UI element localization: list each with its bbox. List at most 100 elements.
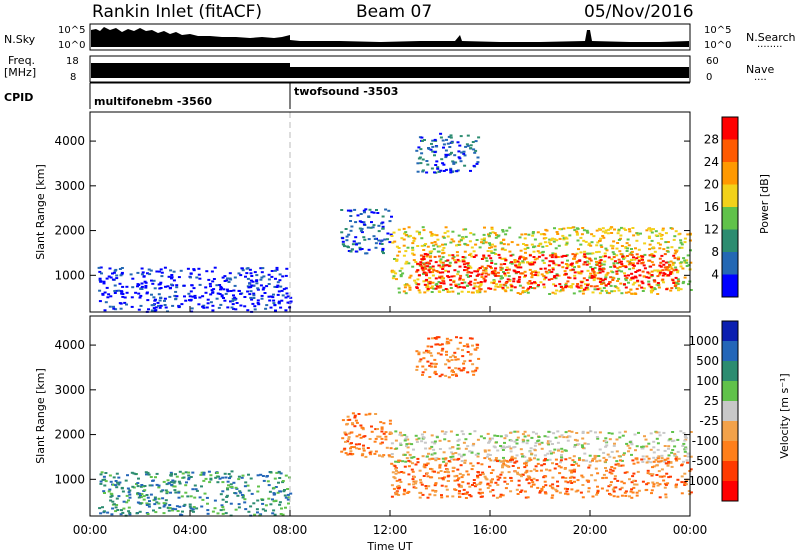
velocity-data-cell [131, 485, 135, 488]
power-data-cell [166, 310, 169, 313]
power-data-cell [416, 278, 420, 281]
power-data-cell [244, 275, 247, 278]
velocity-data-cell [494, 457, 498, 459]
power-data-cell [511, 253, 515, 256]
power-data-cell [589, 252, 593, 255]
velocity-data-cell [593, 457, 597, 460]
velocity-data-cell [498, 495, 502, 498]
power-data-cell [544, 257, 548, 260]
velocity-data-cell [209, 478, 213, 481]
velocity-data-cell [378, 435, 382, 438]
power-data-cell [466, 267, 470, 270]
velocity-data-cell [502, 459, 506, 462]
power-data-cell [570, 265, 574, 268]
cpid-panel: CPID multifonebm -3560 twofsound -3503 [4, 82, 690, 109]
velocity-data-cell [521, 473, 525, 476]
velocity-data-cell [236, 494, 240, 497]
velocity-data-cell [527, 434, 531, 437]
power-data-cell [413, 279, 417, 282]
power-data-cell [517, 278, 521, 281]
velocity-data-cell [581, 476, 585, 479]
power-data-cell [475, 274, 479, 277]
velocity-data-cell [662, 475, 666, 478]
power-data-cell [447, 265, 451, 268]
power-data-cell [444, 269, 448, 272]
power-data-cell [284, 274, 288, 277]
power-data-cell [531, 234, 535, 237]
velocity-data-cell [615, 450, 619, 453]
velocity-data-cell [492, 494, 496, 497]
power-data-cell [458, 286, 462, 288]
power-data-cell [449, 241, 453, 244]
power-data-cell [455, 170, 459, 173]
velocity-data-cell [174, 473, 177, 476]
power-data-cell [569, 227, 573, 229]
velocity-data-cell [533, 449, 537, 452]
velocity-data-cell [397, 484, 401, 487]
power-data-cell [580, 233, 584, 236]
velocity-data-cell [478, 473, 482, 476]
velocity-data-cell [671, 449, 675, 451]
velocity-data-cell [171, 507, 175, 510]
power-data-cell [220, 294, 224, 297]
velocity-data-cell [281, 480, 285, 482]
power-data-cell [435, 282, 439, 285]
velocity-data-cell [155, 472, 159, 475]
power-data-cell [211, 304, 215, 307]
velocity-data-cell [132, 472, 136, 475]
velocity-data-cell [415, 350, 419, 353]
velocity-data-cell [393, 477, 397, 480]
power-data-cell [442, 277, 445, 280]
velocity-data-cell [184, 484, 188, 487]
velocity-data-cell [392, 476, 396, 479]
power-data-cell [627, 274, 630, 277]
power-data-cell [356, 214, 360, 217]
power-data-cell [527, 287, 531, 290]
power-data-cell [620, 226, 623, 229]
power-data-cell [442, 246, 446, 249]
velocity-data-cell [566, 488, 570, 490]
power-data-cell [169, 269, 173, 272]
power-data-cell [118, 302, 122, 305]
power-data-cell [598, 267, 602, 270]
power-data-cell [602, 263, 606, 266]
power-data-cell [222, 288, 226, 291]
velocity-data-cell [468, 450, 472, 453]
velocity-data-cell [509, 490, 513, 493]
velocity-data-cell [169, 471, 173, 474]
power-data-cell [649, 229, 653, 232]
power-data-cell [551, 268, 555, 271]
velocity-data-cell [430, 476, 434, 479]
velocity-data-cell [607, 432, 611, 435]
velocity-data-cell [241, 474, 245, 477]
power-data-cell [547, 269, 551, 272]
power-data-cell [605, 291, 609, 294]
power-data-cell [451, 257, 455, 260]
velocity-data-cell [549, 452, 553, 455]
velocity-data-cell [683, 472, 687, 475]
power-data-cell [478, 267, 482, 270]
velocity-data-cell [414, 434, 418, 437]
power-data-cell [576, 227, 580, 230]
power-data-cell [403, 232, 406, 235]
velocity-data-cell [501, 466, 504, 469]
power-data-cell [555, 239, 559, 242]
power-data-cell [624, 265, 628, 267]
power-data-cell [536, 271, 540, 274]
velocity-data-cell [402, 471, 406, 474]
velocity-data-cell [144, 471, 148, 474]
velocity-data-cell [422, 351, 426, 354]
velocity-data-cell [520, 489, 524, 492]
velocity-data-cell [679, 430, 683, 433]
velocity-data-cell [449, 430, 453, 433]
velocity-data-cell [495, 441, 498, 444]
power-data-cell [170, 276, 174, 279]
power-data-cell [415, 286, 419, 289]
power-data-cell [478, 246, 482, 249]
power-data-cell [578, 259, 582, 262]
power-data-cell [617, 258, 621, 261]
velocity-data-cell [374, 450, 378, 453]
velocity-data-cell [468, 337, 472, 340]
velocity-data-cell [446, 358, 450, 361]
velocity-data-cell [341, 437, 345, 440]
